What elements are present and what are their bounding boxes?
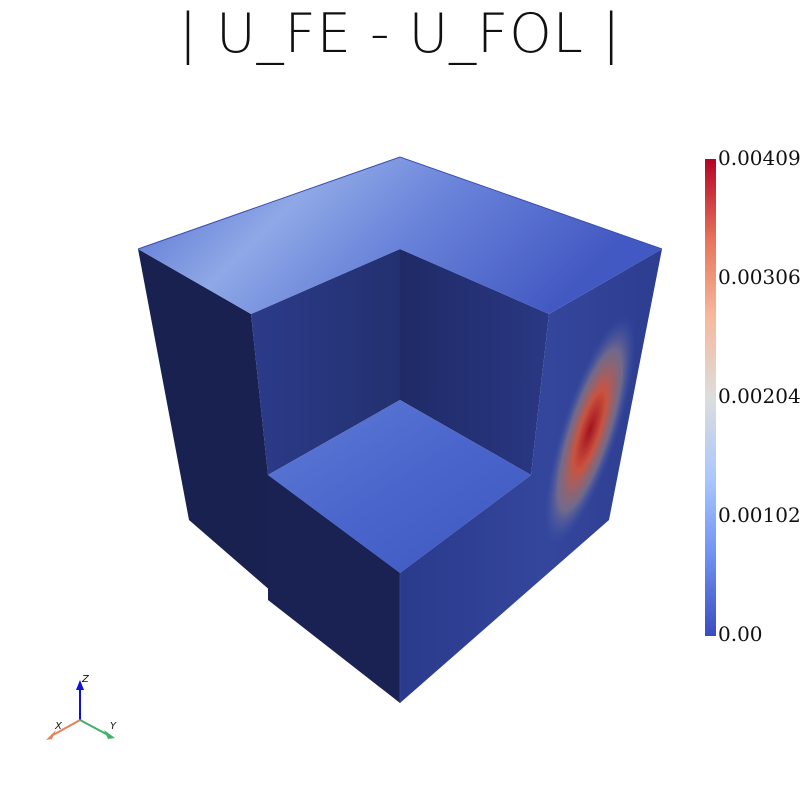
notch-left-wall <box>251 249 400 475</box>
axis-label-y: Y <box>110 721 117 732</box>
colorbar-label: 0.00204 <box>718 384 800 408</box>
notch-right-wall <box>400 249 549 475</box>
error-hotspot <box>544 315 636 545</box>
orientation-axes <box>46 680 115 740</box>
colorbar-label: 0.00306 <box>718 265 800 289</box>
colorbar-max-label: 0.00409 <box>718 146 800 170</box>
axis-label-x: X <box>55 721 62 732</box>
colorbar-min-label: 0.00 <box>718 622 763 646</box>
notch-floor <box>268 400 531 573</box>
colorbar-label: 0.00102 <box>718 503 800 527</box>
colorbar-gradient <box>705 159 716 636</box>
cube-lower-left-face <box>268 475 400 703</box>
plot-title: | U_FE - U_FOL | <box>178 2 622 65</box>
cube-top-face <box>138 157 662 314</box>
axis-label-z: Z <box>82 674 89 685</box>
